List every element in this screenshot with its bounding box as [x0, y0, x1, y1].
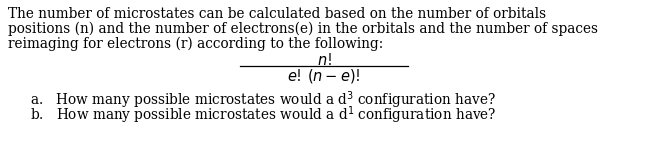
Text: reimaging for electrons (r) according to the following:: reimaging for electrons (r) according to… — [8, 37, 383, 51]
Text: b.   How many possible microstates would a d$^1$ configuration have?: b. How many possible microstates would a… — [30, 104, 496, 126]
Text: $\mathit{e}!\,(\mathit{n} - \mathit{e})!$: $\mathit{e}!\,(\mathit{n} - \mathit{e})!… — [287, 67, 361, 85]
Text: $\mathit{n}!$: $\mathit{n}!$ — [316, 52, 332, 68]
Text: positions (n) and the number of electrons(e) in the orbitals and the number of s: positions (n) and the number of electron… — [8, 22, 598, 36]
Text: The number of microstates can be calculated based on the number of orbitals: The number of microstates can be calcula… — [8, 7, 546, 21]
Text: a.   How many possible microstates would a d$^3$ configuration have?: a. How many possible microstates would a… — [30, 89, 496, 111]
